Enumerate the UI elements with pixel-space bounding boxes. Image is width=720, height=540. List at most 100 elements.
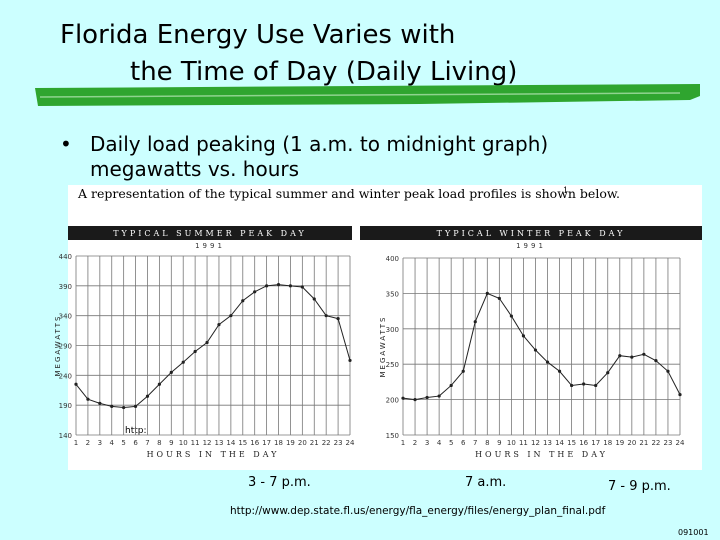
- data-point: [312, 297, 316, 301]
- data-point: [253, 290, 257, 294]
- x-tick-label: 22: [322, 439, 331, 447]
- x-tick-label: 10: [179, 439, 188, 447]
- x-tick-label: 2: [413, 439, 417, 447]
- data-point: [642, 352, 646, 356]
- x-tick-label: 16: [579, 439, 588, 447]
- chart-subtitle: 1991: [516, 242, 546, 250]
- x-tick-label: 9: [497, 439, 501, 447]
- x-tick-label: 6: [133, 439, 138, 447]
- data-point: [348, 358, 352, 363]
- data-point: [86, 397, 90, 401]
- data-point: [324, 314, 328, 318]
- x-axis-label: HOURS IN THE DAY: [475, 450, 608, 459]
- y-tick-label: 240: [59, 372, 72, 380]
- x-tick-label: 12: [531, 439, 540, 447]
- y-tick-label: 390: [59, 283, 72, 291]
- x-tick-label: 18: [603, 439, 612, 447]
- x-tick-label: 7: [473, 439, 477, 447]
- x-tick-label: 13: [543, 439, 552, 447]
- x-tick-label: 11: [191, 439, 200, 447]
- data-point: [300, 285, 304, 289]
- x-tick-label: 24: [676, 439, 685, 447]
- chart-title: TYPICAL WINTER PEAK DAY: [437, 229, 626, 238]
- x-tick-label: 3: [98, 439, 102, 447]
- y-axis-label: MEGAWATTS: [54, 315, 62, 377]
- x-tick-label: 5: [449, 439, 453, 447]
- x-tick-label: 13: [214, 439, 223, 447]
- data-point: [157, 382, 161, 386]
- data-point: [630, 355, 634, 359]
- data-point: [122, 405, 126, 410]
- data-point: [425, 395, 429, 400]
- figure-caption: A representation of the typical summer a…: [77, 186, 620, 201]
- x-tick-label: 14: [226, 439, 235, 447]
- x-tick-label: 1: [74, 439, 78, 447]
- x-tick-label: 21: [310, 439, 319, 447]
- x-tick-label: 19: [286, 439, 295, 447]
- data-point: [110, 404, 114, 408]
- footnote-mark: 1: [563, 186, 568, 195]
- source-url: http://www.dep.state.fl.us/energy/fla_en…: [230, 505, 606, 517]
- data-point: [497, 296, 501, 300]
- y-tick-label: 150: [386, 432, 399, 440]
- data-point: [145, 394, 150, 398]
- data-point: [437, 394, 441, 398]
- y-tick-label: 340: [59, 313, 72, 321]
- x-tick-label: 9: [169, 439, 173, 447]
- data-point: [401, 396, 405, 400]
- x-tick-label: 22: [651, 439, 660, 447]
- chart-title: TYPICAL SUMMER PEAK DAY: [113, 229, 307, 238]
- data-point: [133, 404, 138, 408]
- data-point: [594, 383, 598, 388]
- data-point: [545, 360, 550, 364]
- y-tick-label: 190: [59, 402, 72, 410]
- data-point: [521, 334, 526, 338]
- data-point: [205, 340, 209, 345]
- annotation: 7 - 9 p.m.: [608, 479, 671, 494]
- x-tick-label: 8: [485, 439, 489, 447]
- x-tick-label: 8: [157, 439, 161, 447]
- data-point: [98, 401, 102, 405]
- chart-subtitle: 1991: [195, 242, 225, 250]
- data-point: [449, 383, 453, 388]
- underline-texture: [39, 92, 681, 98]
- title-line: the Time of Day (Daily Living): [130, 57, 517, 87]
- title-line: Florida Energy Use Varies with: [60, 20, 455, 50]
- x-tick-label: 4: [110, 439, 115, 447]
- annotation: 7 a.m.: [465, 475, 506, 490]
- x-tick-label: 24: [346, 439, 355, 447]
- x-tick-label: 7: [145, 439, 149, 447]
- y-tick-label: 350: [386, 290, 399, 298]
- data-point: [654, 359, 658, 363]
- y-tick-label: 250: [386, 361, 399, 369]
- y-axis-label: MEGAWATTS: [379, 316, 387, 378]
- data-point: [461, 369, 465, 373]
- x-tick-label: 15: [567, 439, 576, 447]
- bullet-line: megawatts vs. hours: [90, 157, 299, 181]
- x-tick-label: 16: [250, 439, 259, 447]
- annotation: 3 - 7 p.m.: [248, 475, 311, 490]
- data-point: [485, 291, 489, 295]
- x-tick-label: 5: [121, 439, 125, 447]
- x-tick-label: 15: [238, 439, 247, 447]
- data-point: [265, 284, 269, 288]
- data-point: [336, 317, 340, 321]
- data-point: [570, 383, 574, 388]
- x-tick-label: 11: [519, 439, 528, 447]
- bullet-dot: •: [60, 132, 72, 156]
- data-line: [75, 284, 351, 409]
- data-point: [229, 314, 233, 318]
- bullet-line: Daily load peaking (1 a.m. to midnight g…: [90, 132, 548, 156]
- data-line: [402, 292, 681, 401]
- y-tick-label: 200: [386, 397, 399, 405]
- data-point: [217, 323, 221, 327]
- data-point: [678, 393, 682, 397]
- y-tick-label: 400: [386, 255, 399, 263]
- data-point: [473, 320, 477, 324]
- slide-id: 091001: [678, 528, 709, 537]
- data-point: [557, 369, 562, 373]
- data-point: [241, 299, 245, 303]
- x-tick-label: 12: [203, 439, 212, 447]
